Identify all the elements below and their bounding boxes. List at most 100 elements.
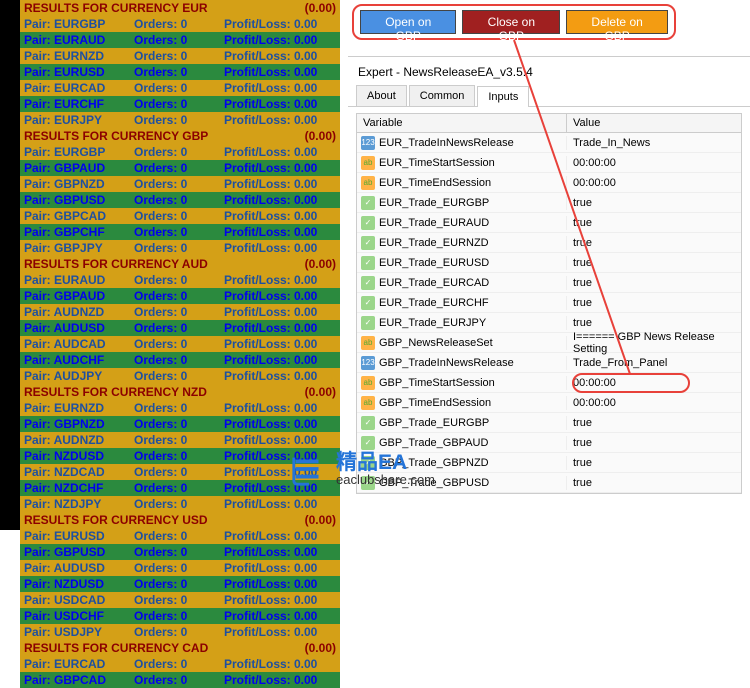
grid-row[interactable]: abGBP_TimeEndSession00:00:00 [357, 393, 741, 413]
type-icon: ✓ [361, 436, 375, 450]
results-header-gbp: RESULTS FOR CURRENCY GBP(0.00) [20, 128, 340, 144]
pair-row: Pair: USDCHFOrders: 0Profit/Loss: 0.00 [20, 608, 340, 624]
pair-row: Pair: EURUSDOrders: 0Profit/Loss: 0.00 [20, 64, 340, 80]
type-icon: ab [361, 176, 375, 190]
type-icon: ✓ [361, 416, 375, 430]
delete-button[interactable]: Delete on GBP [566, 10, 668, 34]
watermark-icon [290, 450, 328, 488]
type-icon: 123 [361, 136, 375, 150]
grid-row[interactable]: ✓EUR_Trade_EURAUDtrue [357, 213, 741, 233]
var-value[interactable]: true [567, 257, 741, 269]
results-header-eur: RESULTS FOR CURRENCY EUR(0.00) [20, 0, 340, 16]
var-name: EUR_Trade_EURUSD [379, 257, 489, 269]
grid-row[interactable]: 123 EUR_TradeInNewsRelease Trade_In_News [357, 133, 741, 153]
var-value[interactable]: true [567, 237, 741, 249]
var-value[interactable]: true [567, 477, 741, 489]
var-value[interactable]: true [567, 317, 741, 329]
grid-row[interactable]: ✓ EUR_Trade_EURCHF true [357, 293, 741, 313]
var-name: EUR_TimeStartSession [379, 157, 495, 169]
type-icon: ab [361, 336, 375, 350]
grid-row[interactable]: ✓ GBP_Trade_EURGBP true [357, 413, 741, 433]
var-value[interactable]: true [567, 457, 741, 469]
results-header-usd: RESULTS FOR CURRENCY USD(0.00) [20, 512, 340, 528]
pair-row: Pair: EURUSDOrders: 0Profit/Loss: 0.00 [20, 528, 340, 544]
var-name: EUR_Trade_EURJPY [379, 317, 486, 329]
var-name: EUR_TradeInNewsRelease [379, 137, 514, 149]
pair-row: Pair: GBPNZDOrders: 0Profit/Loss: 0.00 [20, 176, 340, 192]
var-name: EUR_Trade_EURCHF [379, 297, 489, 309]
var-value[interactable]: 00:00:00 [567, 177, 741, 189]
var-value[interactable]: Trade_In_News [567, 137, 741, 149]
pair-row: Pair: USDJPYOrders: 0Profit/Loss: 0.00 [20, 624, 340, 640]
tab-common[interactable]: Common [409, 85, 476, 106]
var-name: GBP_TimeEndSession [379, 397, 491, 409]
pair-row: Pair: AUDJPYOrders: 0Profit/Loss: 0.00 [20, 368, 340, 384]
var-value[interactable]: 00:00:00 [567, 397, 741, 409]
var-value[interactable]: 00:00:00 [567, 157, 741, 169]
col-header-value[interactable]: Value [567, 114, 741, 132]
watermark-main: 精品EA [336, 452, 435, 473]
pair-row: Pair: EURNZDOrders: 0Profit/Loss: 0.00 [20, 48, 340, 64]
type-icon: ✓ [361, 256, 375, 270]
watermark-sub: eaclubshare.com [336, 473, 435, 486]
grid-row[interactable]: 123GBP_TradeInNewsReleaseTrade_From_Pane… [357, 353, 741, 373]
pair-row: Pair: NZDUSDOrders: 0Profit/Loss: 0.00 [20, 576, 340, 592]
type-icon: ✓ [361, 236, 375, 250]
tab-about[interactable]: About [356, 85, 407, 106]
pair-row: Pair: AUDCHFOrders: 0Profit/Loss: 0.00 [20, 352, 340, 368]
grid-row[interactable]: ab GBP_NewsReleaseSet I====== GBP News Rel… [357, 333, 741, 353]
var-value[interactable]: true [567, 217, 741, 229]
var-name: EUR_TimeEndSession [379, 177, 491, 189]
pair-row: Pair: AUDCADOrders: 0Profit/Loss: 0.00 [20, 336, 340, 352]
pair-row: Pair: GBPAUDOrders: 0Profit/Loss: 0.00 [20, 288, 340, 304]
var-value[interactable]: true [567, 437, 741, 449]
expert-title: Expert - NewsReleaseEA_v3.5.4 [348, 57, 750, 85]
grid-row[interactable]: ✓EUR_Trade_EURGBPtrue [357, 193, 741, 213]
tab-inputs[interactable]: Inputs [477, 86, 529, 107]
results-header-aud: RESULTS FOR CURRENCY AUD(0.00) [20, 256, 340, 272]
pair-row: Pair: GBPCADOrders: 0Profit/Loss: 0.00 [20, 208, 340, 224]
grid-row[interactable]: ✓EUR_Trade_EURCADtrue [357, 273, 741, 293]
pair-row: Pair: EURCADOrders: 0Profit/Loss: 0.00 [20, 656, 340, 672]
var-value[interactable]: Trade_From_Panel [567, 357, 741, 369]
type-icon: ab [361, 156, 375, 170]
var-name: EUR_Trade_EURCAD [379, 277, 489, 289]
grid-row[interactable]: ✓ EUR_Trade_EURNZD true [357, 233, 741, 253]
grid-row[interactable]: ✓ EUR_Trade_EURUSD true [357, 253, 741, 273]
type-icon: ✓ [361, 316, 375, 330]
var-name: EUR_Trade_EURAUD [379, 217, 489, 229]
pair-row: Pair: GBPJPYOrders: 0Profit/Loss: 0.00 [20, 240, 340, 256]
var-name: GBP_Trade_EURGBP [379, 417, 489, 429]
pair-row: Pair: AUDNZDOrders: 0Profit/Loss: 0.00 [20, 304, 340, 320]
var-name: GBP_NewsReleaseSet [379, 337, 493, 349]
var-name: GBP_TimeStartSession [379, 377, 495, 389]
results-header-cad: RESULTS FOR CURRENCY CAD(0.00) [20, 640, 340, 656]
grid-row[interactable]: ab EUR_TimeEndSession 00:00:00 [357, 173, 741, 193]
var-value[interactable]: I====== GBP News Release Setting [567, 331, 741, 355]
var-name: GBP_TradeInNewsRelease [379, 357, 514, 369]
pair-row: Pair: EURAUDOrders: 0Profit/Loss: 0.00 [20, 272, 340, 288]
col-header-variable[interactable]: Variable [357, 114, 567, 132]
pair-row: Pair: NZDJPYOrders: 0Profit/Loss: 0.00 [20, 496, 340, 512]
grid-row[interactable]: ab GBP_TimeStartSession 00:00:00 [357, 373, 741, 393]
var-value[interactable]: true [567, 297, 741, 309]
type-icon: ab [361, 376, 375, 390]
pair-row: Pair: AUDNZDOrders: 0Profit/Loss: 0.00 [20, 432, 340, 448]
pair-row: Pair: EURGBPOrders: 0Profit/Loss: 0.00 [20, 16, 340, 32]
inputs-grid: Variable Value 123 EUR_TradeInNewsRelease… [356, 113, 742, 494]
var-value[interactable]: true [567, 417, 741, 429]
pair-row: Pair: EURCHFOrders: 0Profit/Loss: 0.00 [20, 96, 340, 112]
pair-row: Pair: GBPUSDOrders: 0Profit/Loss: 0.00 [20, 192, 340, 208]
type-icon: ✓ [361, 296, 375, 310]
var-value[interactable]: true [567, 197, 741, 209]
grid-row[interactable]: ab EUR_TimeStartSession 00:00:00 [357, 153, 741, 173]
pair-row: Pair: EURJPYOrders: 0Profit/Loss: 0.00 [20, 112, 340, 128]
pair-row: Pair: USDCADOrders: 0Profit/Loss: 0.00 [20, 592, 340, 608]
pair-row: Pair: EURCADOrders: 0Profit/Loss: 0.00 [20, 80, 340, 96]
open-button[interactable]: Open on GBP [360, 10, 456, 34]
close-button[interactable]: Close on GBP [462, 10, 560, 34]
var-name: EUR_Trade_EURNZD [379, 237, 489, 249]
var-value[interactable]: true [567, 277, 741, 289]
var-value[interactable]: 00:00:00 [567, 377, 741, 389]
watermark: 精品EA eaclubshare.com [290, 450, 435, 488]
